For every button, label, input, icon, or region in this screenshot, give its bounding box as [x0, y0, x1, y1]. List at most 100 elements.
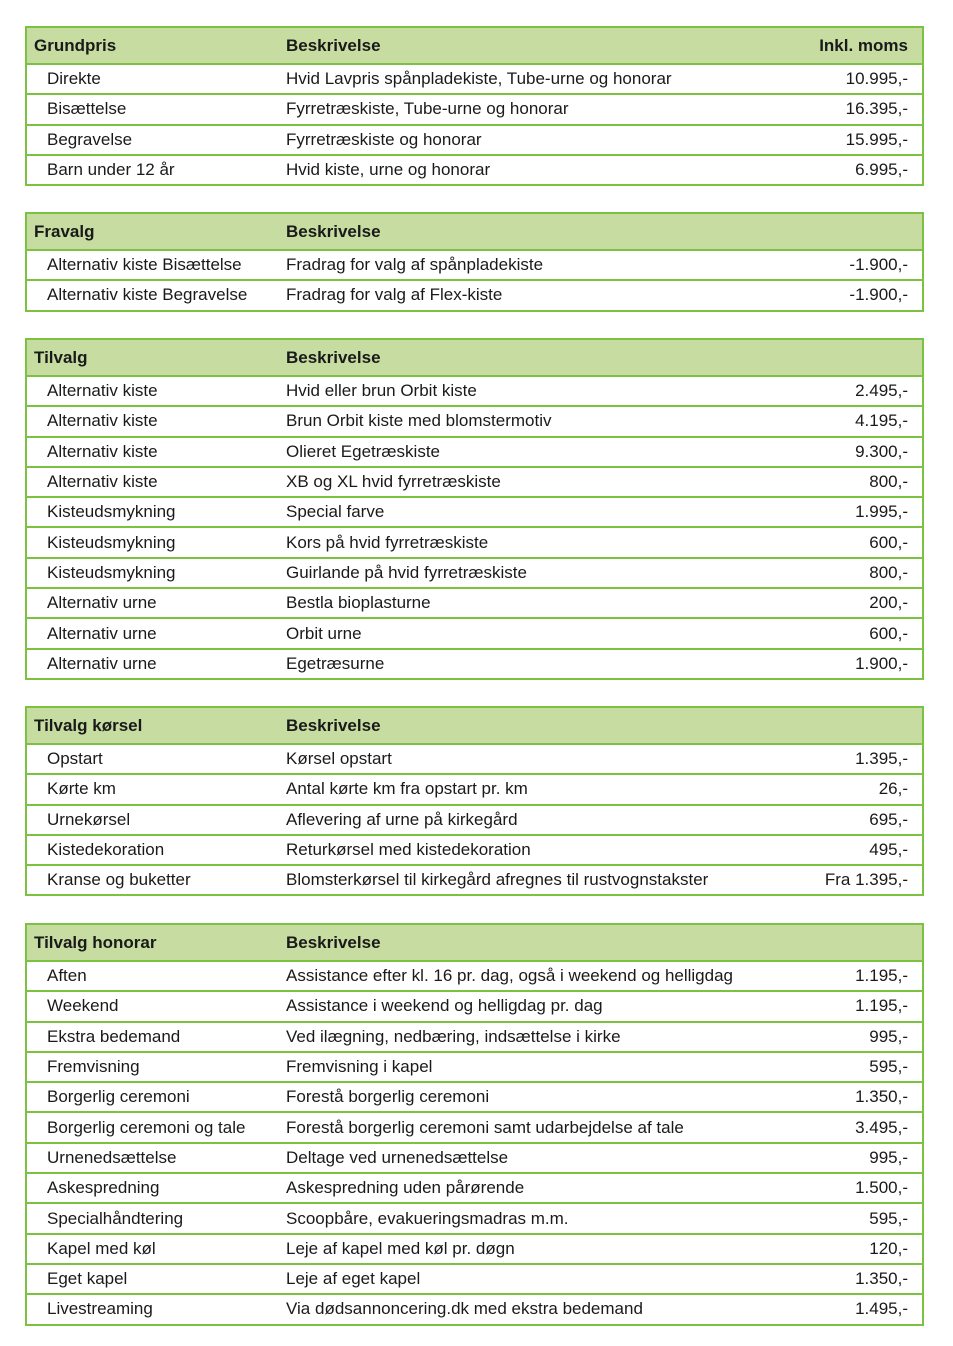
cell-description: Blomsterkørsel til kirkegård afregnes ti… — [286, 870, 709, 890]
table-row: Kørte km Antal kørte km fra opstart pr. k… — [27, 773, 922, 803]
cell-item: Weekend — [47, 996, 119, 1016]
table-row: Alternativ kiste Brun Orbit kiste med blo… — [27, 405, 922, 435]
table-row: Kisteudsmykning Special farve 1.995,- — [27, 496, 922, 526]
table-row: Kisteudsmykning Kors på hvid fyrretræskis… — [27, 526, 922, 556]
table-row: Borgerlig ceremoni og tale Forestå borger… — [27, 1111, 922, 1141]
cell-description: Olieret Egetræskiste — [286, 441, 440, 461]
header-description: Beskrivelse — [286, 221, 381, 241]
price-table-grundpris: Grundpris Beskrivelse Inkl. moms Direkte Hvi… — [25, 26, 924, 187]
cell-item: Begravelse — [47, 129, 133, 149]
cell-price: 1.495,- — [855, 1299, 908, 1319]
cell-price: 1.195,- — [855, 966, 908, 986]
table-row: Begravelse Fyrretræskiste og honorar 15.99… — [27, 123, 922, 154]
table-row: Specialhåndtering Scoopbåre, evakueringsm… — [27, 1202, 922, 1232]
cell-description: Antal kørte km fra opstart pr. km — [286, 779, 528, 799]
cell-description: Fradrag for valg af spånpladekiste — [286, 255, 544, 275]
cell-price: 600,- — [869, 623, 908, 643]
table-header-row: Tilvalg Beskrivelse — [27, 340, 922, 375]
cell-description: Fyrretræskiste og honorar — [286, 129, 482, 149]
cell-price: 2.495,- — [855, 381, 908, 401]
cell-item: Livestreaming — [47, 1299, 153, 1319]
cell-item: Bisættelse — [47, 99, 127, 119]
cell-price: 595,- — [869, 1208, 908, 1228]
table-row: Alternativ urne Bestla bioplasturne 200,- — [27, 587, 922, 617]
cell-price: 995,- — [869, 1026, 908, 1046]
header-description: Beskrivelse — [286, 35, 381, 55]
cell-description: Assistance efter kl. 16 pr. dag, også i … — [286, 966, 734, 986]
cell-price: 120,- — [869, 1238, 908, 1258]
cell-item: Eget kapel — [47, 1269, 128, 1289]
cell-description: Orbit urne — [286, 623, 362, 643]
cell-description: Hvid Lavpris spånpladekiste, Tube-urne o… — [286, 69, 672, 89]
cell-price: 1.350,- — [855, 1087, 908, 1107]
cell-price: 600,- — [869, 532, 908, 552]
cell-price: 800,- — [869, 472, 908, 492]
cell-item: Kranse og buketter — [47, 870, 191, 890]
cell-item: Specialhåndtering — [47, 1208, 184, 1228]
cell-price: 1.500,- — [855, 1178, 908, 1198]
price-table-fravalg: Fravalg Beskrivelse Alternativ kiste Bisæt… — [25, 212, 924, 312]
cell-price: 200,- — [869, 593, 908, 613]
cell-item: Alternativ kiste Begravelse — [47, 285, 248, 305]
cell-description: Leje af kapel med køl pr. døgn — [286, 1238, 515, 1258]
header-category: Grundpris — [34, 35, 117, 55]
cell-description: Kors på hvid fyrretræskiste — [286, 532, 489, 552]
cell-item: Kørte km — [47, 779, 116, 799]
header-price: Inkl. moms — [819, 35, 908, 55]
cell-item: Urnekørsel — [47, 809, 131, 829]
table-row: Alternativ kiste Bisættelse Fradrag for v… — [27, 249, 922, 279]
cell-price: 1.195,- — [855, 996, 908, 1016]
header-description: Beskrivelse — [286, 347, 381, 367]
cell-description: Kørsel opstart — [286, 749, 392, 769]
cell-item: Kisteudsmykning — [47, 562, 176, 582]
table-row: Eget kapel Leje af eget kapel 1.350,- — [27, 1262, 922, 1293]
table-row: Alternativ kiste Hvid eller brun Orbit ki… — [27, 375, 922, 405]
cell-price: 6.995,- — [855, 160, 908, 180]
cell-price: 695,- — [869, 809, 908, 829]
cell-item: Alternativ kiste — [47, 472, 158, 492]
cell-description: Special farve — [286, 502, 385, 522]
cell-description: Askespredning uden pårørende — [286, 1178, 525, 1198]
cell-price: 1.395,- — [855, 749, 908, 769]
table-row: Kapel med køl Leje af kapel med køl pr. d… — [27, 1232, 922, 1263]
header-category: Tilvalg kørsel — [34, 715, 143, 735]
cell-item: Barn under 12 år — [47, 160, 175, 180]
table-row: Alternativ kiste Begravelse Fradrag for v… — [27, 279, 922, 309]
cell-item: Alternativ urne — [47, 623, 157, 643]
cell-price: 15.995,- — [845, 129, 908, 149]
table-row: Alternativ urne Egetræsurne 1.900,- — [27, 647, 922, 678]
cell-description: Returkørsel med kistedekoration — [286, 840, 531, 860]
cell-description: Ved ilægning, nedbæring, indsættelse i k… — [286, 1026, 621, 1046]
price-table-tilvalg: Tilvalg Beskrivelse Alternativ kiste Hvid e… — [25, 338, 924, 680]
table-row: Kisteudsmykning Guirlande på hvid fyrretr… — [27, 556, 922, 587]
cell-price: 16.395,- — [845, 99, 908, 119]
cell-description: Guirlande på hvid fyrretræskiste — [286, 562, 527, 582]
cell-description: Fradrag for valg af Flex-kiste — [286, 285, 503, 305]
header-description: Beskrivelse — [286, 932, 381, 952]
cell-item: Fremvisning — [47, 1057, 140, 1077]
table-row: Ekstra bedemand Ved ilægning, nedbæring, … — [27, 1020, 922, 1051]
header-category: Fravalg — [34, 221, 95, 241]
table-row: Urnenedsættelse Deltage ved urnenedsættel… — [27, 1141, 922, 1172]
cell-price: 1.900,- — [855, 653, 908, 673]
table-row: Askespredning Askespredning uden pårørend… — [27, 1172, 922, 1202]
cell-item: Kistedekoration — [47, 840, 165, 860]
cell-item: Alternativ kiste — [47, 411, 158, 431]
cell-item: Aften — [47, 966, 87, 986]
price-table-tilvalg-honorar: Tilvalg honorar Beskrivelse Aften Assistanc… — [25, 923, 924, 1326]
table-row: Barn under 12 år Hvid kiste, urne og hono… — [27, 153, 922, 184]
cell-item: Direkte — [47, 69, 101, 89]
cell-description: Hvid eller brun Orbit kiste — [286, 381, 477, 401]
cell-price: 995,- — [869, 1147, 908, 1167]
cell-price: 26,- — [878, 779, 908, 799]
cell-description: XB og XL hvid fyrretræskiste — [286, 472, 501, 492]
cell-price: 800,- — [869, 562, 908, 582]
table-row: Aften Assistance efter kl. 16 pr. dag, og… — [27, 960, 922, 990]
cell-price: 9.300,- — [855, 441, 908, 461]
cell-item: Ekstra bedemand — [47, 1026, 181, 1046]
cell-description: Egetræsurne — [286, 653, 385, 673]
table-row: Bisættelse Fyrretræskiste, Tube-urne og h… — [27, 93, 922, 123]
cell-description: Aflevering af urne på kirkegård — [286, 809, 518, 829]
table-row: Alternativ kiste Olieret Egetræskiste 9.30… — [27, 435, 922, 466]
table-row: Kistedekoration Returkørsel med kistedeko… — [27, 833, 922, 864]
